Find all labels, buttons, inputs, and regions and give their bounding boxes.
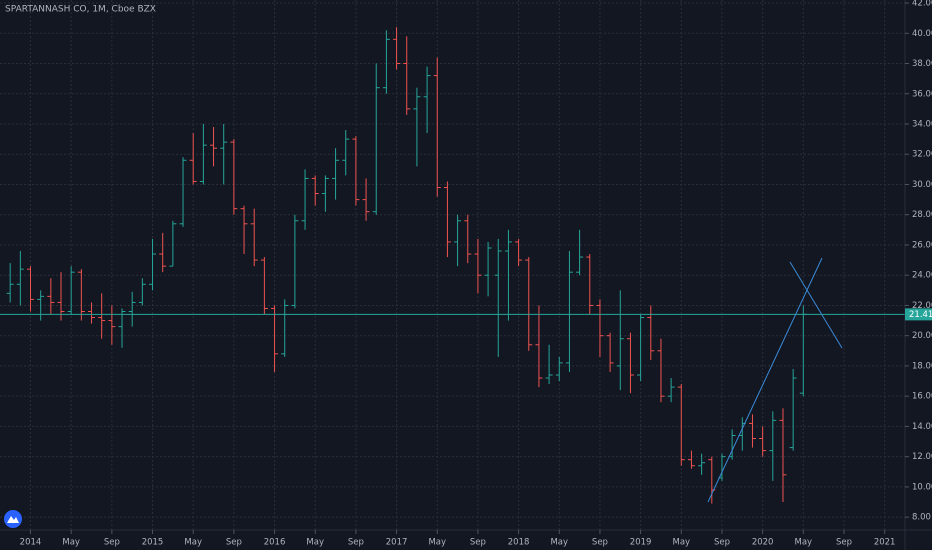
x-tick-label: 2016 bbox=[264, 538, 286, 548]
y-tick-label: 42.00 bbox=[912, 0, 932, 9]
y-tick-label: 26.00 bbox=[912, 240, 932, 250]
y-tick-label: 16.00 bbox=[912, 392, 932, 402]
x-tick-label: 2019 bbox=[630, 538, 652, 548]
x-tick-label: May bbox=[62, 538, 80, 548]
y-tick-label: 28.00 bbox=[912, 210, 932, 220]
y-tick-label: 32.00 bbox=[912, 150, 932, 160]
x-tick-label: May bbox=[550, 538, 568, 548]
logo[interactable] bbox=[4, 510, 22, 528]
x-tick-label: 2015 bbox=[142, 538, 164, 548]
x-tick-label: Sep bbox=[714, 538, 730, 548]
x-tick-label: Sep bbox=[592, 538, 608, 548]
x-tick-label: Sep bbox=[104, 538, 120, 548]
y-tick-label: 14.00 bbox=[912, 422, 932, 432]
y-tick-label: 22.00 bbox=[912, 301, 932, 311]
x-tick-label: 2018 bbox=[508, 538, 530, 548]
x-tick-label: 2021 bbox=[874, 538, 896, 548]
x-tick-label: May bbox=[306, 538, 324, 548]
x-tick-label: 2020 bbox=[752, 538, 774, 548]
y-tick-label: 20.00 bbox=[912, 331, 932, 341]
x-tick-label: Sep bbox=[836, 538, 852, 548]
y-tick-label: 40.00 bbox=[912, 29, 932, 39]
bars bbox=[0, 27, 905, 504]
y-tick-label: 10.00 bbox=[912, 482, 932, 492]
drawings bbox=[707, 257, 843, 503]
x-tick-label: Sep bbox=[348, 538, 364, 548]
last-price-box bbox=[905, 308, 932, 321]
x-tick-label: May bbox=[428, 538, 446, 548]
x-tick-label: May bbox=[795, 538, 813, 548]
y-tick-label: 8.00 bbox=[912, 513, 931, 523]
axes: 8.0010.0012.0014.0016.0018.0020.0022.002… bbox=[20, 0, 932, 548]
x-tick-label: Sep bbox=[226, 538, 242, 548]
trend-line bbox=[707, 257, 823, 503]
chart-title: SPARTANNASH CO, 1M, Cboe BZX bbox=[5, 5, 156, 15]
y-tick-label: 18.00 bbox=[912, 361, 932, 371]
x-tick-label: May bbox=[184, 538, 202, 548]
last-price-label: 21.41 bbox=[909, 310, 932, 320]
x-tick-label: 2017 bbox=[386, 538, 408, 548]
y-tick-label: 34.00 bbox=[912, 119, 932, 129]
y-tick-label: 38.00 bbox=[912, 59, 932, 69]
y-tick-label: 24.00 bbox=[912, 271, 932, 281]
x-tick-label: Sep bbox=[470, 538, 486, 548]
trend-line bbox=[789, 261, 843, 349]
y-tick-label: 30.00 bbox=[912, 180, 932, 190]
x-tick-label: 2014 bbox=[20, 538, 42, 548]
x-tick-label: May bbox=[673, 538, 691, 548]
logo-icon[interactable] bbox=[7, 516, 19, 523]
y-tick-label: 12.00 bbox=[912, 452, 932, 462]
y-tick-label: 36.00 bbox=[912, 89, 932, 99]
